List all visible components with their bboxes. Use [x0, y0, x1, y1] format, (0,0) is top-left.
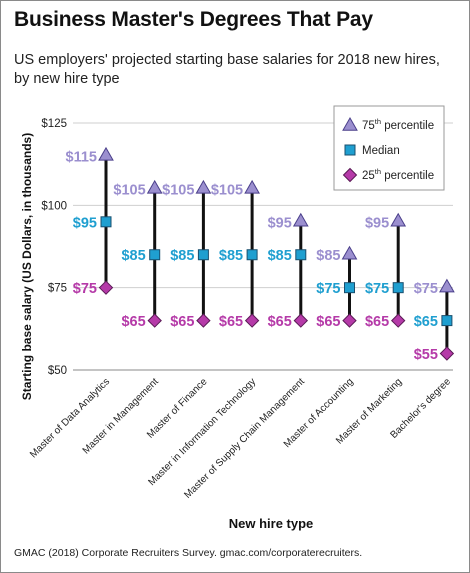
p25-marker — [390, 313, 406, 328]
p75-value-label: $95 — [365, 215, 389, 231]
p75-value-label: $85 — [316, 248, 340, 264]
median-value-label: $85 — [268, 248, 292, 264]
median-marker — [441, 315, 453, 327]
legend-p75-icon — [342, 116, 358, 131]
p25-value-label: $65 — [170, 314, 194, 330]
median-marker — [100, 216, 112, 228]
p75-marker — [146, 179, 163, 194]
y-tick-label: $100 — [41, 200, 67, 212]
p75-value-label: $105 — [162, 182, 194, 198]
p25-value-label: $65 — [219, 314, 243, 330]
median-value-label: $75 — [316, 281, 340, 297]
p25-marker — [147, 313, 162, 328]
median-marker — [246, 249, 258, 261]
median-value-label: $65 — [414, 314, 438, 330]
median-marker — [149, 249, 161, 261]
p25-value-label: $65 — [268, 314, 292, 330]
p75-marker — [439, 278, 455, 293]
chart-title: Business Master's Degrees That Pay — [14, 8, 373, 31]
median-value-label: $75 — [365, 281, 389, 297]
p75-value-label: $105 — [113, 182, 145, 198]
x-tick-label: Master of Data Analytics — [28, 376, 112, 460]
p25-marker — [439, 346, 455, 361]
legend-p75-label: 75th percentile — [362, 117, 434, 132]
legend-median-label: Median — [362, 145, 400, 157]
p75-value-label: $105 — [211, 182, 243, 198]
p25-value-label: $65 — [121, 314, 145, 330]
p75-marker — [292, 212, 309, 227]
p75-marker — [98, 146, 114, 161]
legend-median-icon — [344, 144, 356, 156]
x-axis-label: New hire type — [229, 516, 314, 531]
legend-p25-icon — [342, 167, 358, 183]
y-tick-label: $50 — [48, 365, 67, 377]
p25-value-label: $65 — [316, 314, 340, 330]
p75-value-label: $75 — [414, 281, 438, 297]
y-axis-label: Starting base salary (US Dollars, in tho… — [20, 133, 34, 400]
p75-value-label: $95 — [268, 215, 292, 231]
p25-marker — [342, 313, 357, 328]
p75-marker — [341, 245, 358, 260]
median-value-label: $85 — [219, 248, 243, 264]
p25-marker — [98, 280, 114, 295]
p75-value-label: $115 — [66, 149, 97, 165]
median-marker — [197, 249, 209, 261]
legend-p25-label: 25th percentile — [362, 167, 434, 182]
y-tick-label: $125 — [41, 118, 67, 130]
p25-marker — [196, 313, 211, 328]
median-value-label: $85 — [121, 248, 145, 264]
p25-value-label: $55 — [414, 347, 438, 363]
median-marker — [344, 282, 355, 294]
p75-marker — [244, 179, 260, 194]
x-tick-label: Master in Information Technology — [146, 376, 258, 488]
p75-marker — [195, 179, 212, 194]
chart-subtitle: US employers' projected starting base sa… — [14, 52, 440, 87]
median-value-label: $95 — [73, 215, 97, 231]
median-marker — [295, 249, 307, 261]
y-tick-label: $75 — [48, 283, 67, 295]
source-note: GMAC (2018) Corporate Recruiters Survey.… — [14, 547, 363, 559]
p25-value-label: $75 — [73, 281, 97, 297]
p25-marker — [244, 313, 260, 328]
median-marker — [392, 282, 404, 294]
p75-marker — [390, 212, 407, 227]
p25-marker — [293, 313, 309, 328]
median-value-label: $85 — [170, 248, 194, 264]
p25-value-label: $65 — [365, 314, 389, 330]
